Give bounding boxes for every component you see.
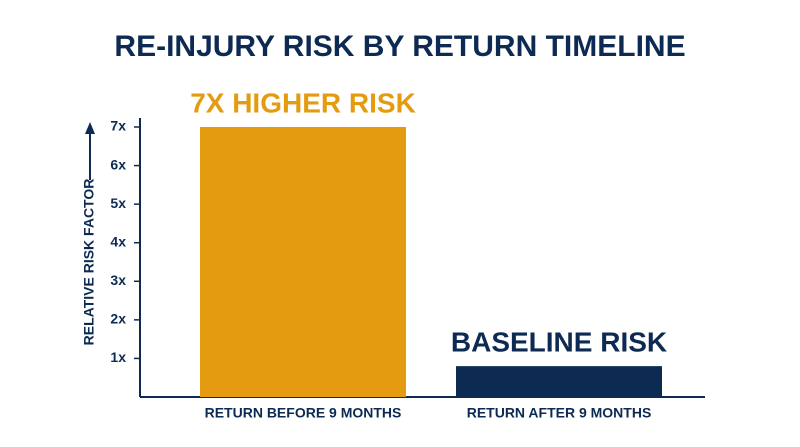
x-tick-label: RETURN AFTER 9 MONTHS	[467, 405, 652, 421]
bar	[456, 366, 662, 397]
y-tick-label: 6x	[110, 156, 126, 172]
value-label: 7X HIGHER RISK	[190, 87, 416, 118]
x-tick-label: RETURN BEFORE 9 MONTHS	[205, 405, 402, 421]
y-tick-label: 3x	[110, 272, 126, 288]
y-tick-label: 1x	[110, 349, 126, 365]
axis-arrow-head	[85, 122, 95, 134]
value-label: BASELINE RISK	[451, 327, 667, 358]
y-tick-label: 4x	[110, 233, 126, 249]
chart-title: RE-INJURY RISK BY RETURN TIMELINE	[114, 30, 685, 63]
y-axis-label: RELATIVE RISK FACTOR	[81, 179, 97, 346]
y-tick-label: 7x	[110, 118, 126, 134]
y-tick-label: 2x	[110, 311, 126, 327]
y-tick-label: 5x	[110, 195, 126, 211]
bar	[200, 127, 406, 397]
